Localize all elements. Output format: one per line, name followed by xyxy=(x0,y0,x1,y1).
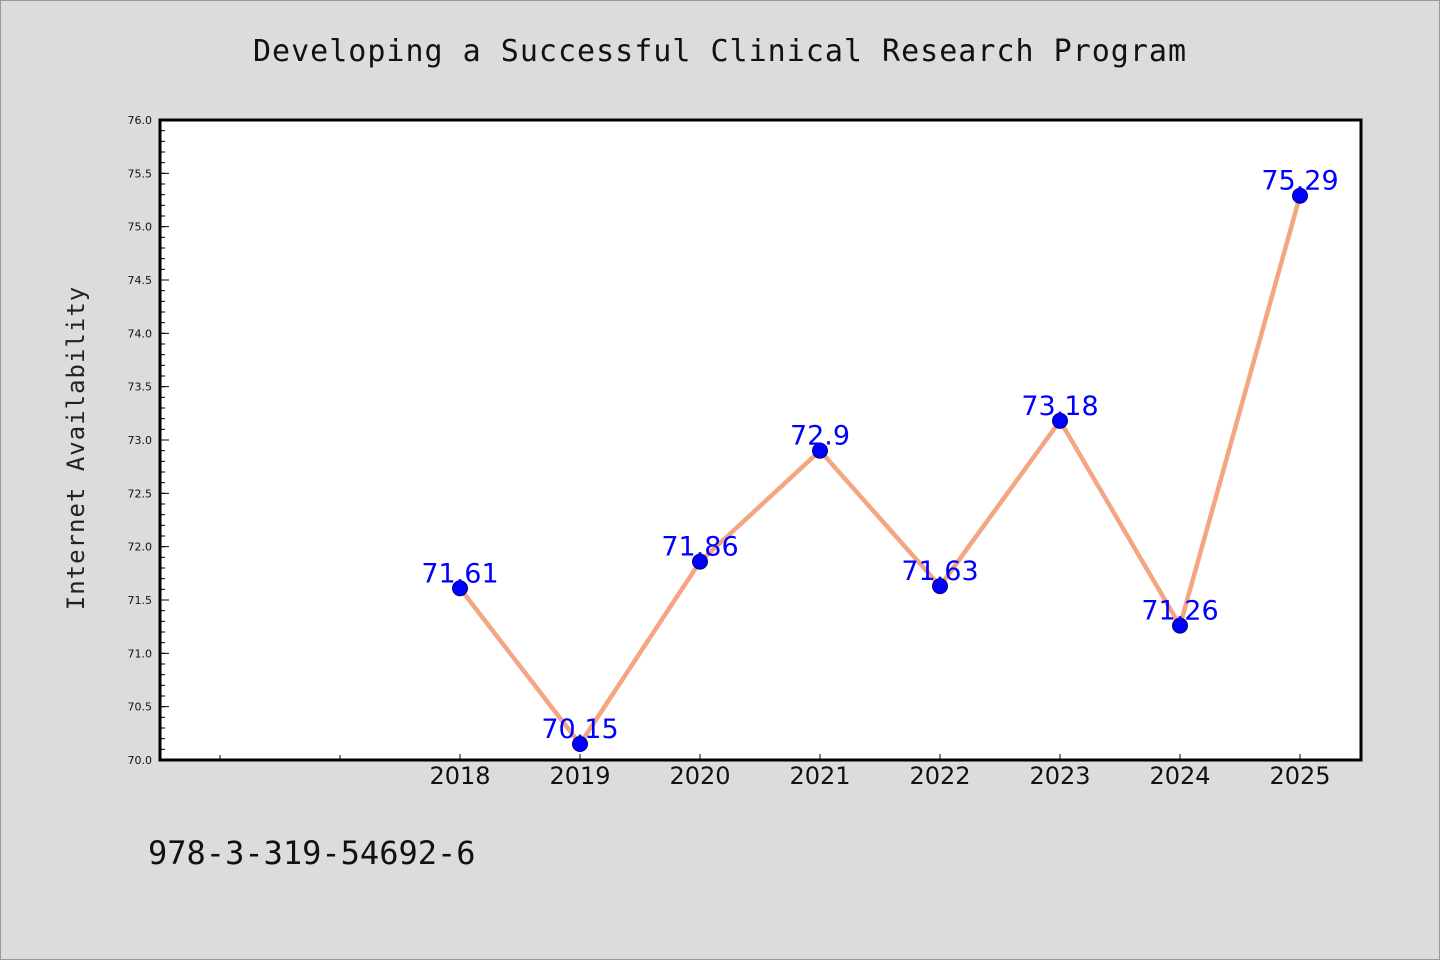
data-value-label: 70.15 xyxy=(541,714,618,745)
isbn-text: 978-3-319-54692-6 xyxy=(148,834,476,872)
plot-area xyxy=(158,118,1363,762)
data-value-label: 71.63 xyxy=(901,556,978,587)
x-tick-label: 2020 xyxy=(669,762,730,790)
y-axis: 70.0 70.5 71.0 71.5 72.0 72.5 73.0 73.5 74.0 74.5… xyxy=(128,114,169,767)
x-tick-label: 2021 xyxy=(789,762,850,790)
y-tick-label: 70.0 xyxy=(128,754,153,767)
y-tick-label: 75.5 xyxy=(128,167,153,180)
y-tick-label: 70.5 xyxy=(128,701,153,714)
data-point-marker xyxy=(452,580,468,597)
data-value-label: 75.29 xyxy=(1261,166,1338,197)
data-point-marker xyxy=(1172,617,1188,634)
data-point-marker xyxy=(932,578,948,595)
y-tick-label: 73.5 xyxy=(128,381,153,394)
data-point-marker xyxy=(1292,187,1308,204)
data-value-label: 71.61 xyxy=(421,558,498,589)
x-tick-label: 2025 xyxy=(1269,762,1330,790)
series-group: 71.61 70.15 71.86 72.9 71.63 73.18 71.26 75.29 xyxy=(421,166,1339,752)
data-point-marker xyxy=(1052,412,1068,429)
data-point-marker xyxy=(692,553,708,570)
data-value-label: 71.26 xyxy=(1141,596,1218,627)
x-tick-label: 2022 xyxy=(909,762,970,790)
data-value-label: 73.18 xyxy=(1021,391,1098,422)
x-tick-label: 2023 xyxy=(1029,762,1090,790)
x-tick-label: 2024 xyxy=(1149,762,1210,790)
y-tick-label: 74.0 xyxy=(128,327,153,340)
data-point-marker xyxy=(812,442,828,459)
data-value-label: 71.86 xyxy=(661,532,738,563)
y-tick-label: 75.0 xyxy=(128,221,153,234)
y-tick-label: 73.0 xyxy=(128,434,153,447)
series-line xyxy=(458,195,1303,747)
data-point-marker xyxy=(572,736,588,752)
y-tick-label: 71.5 xyxy=(128,594,153,607)
y-tick-label: 72.0 xyxy=(128,541,153,554)
x-tick-label: 2019 xyxy=(549,762,610,790)
y-tick-label: 76.0 xyxy=(128,114,153,127)
data-value-label: 72.9 xyxy=(790,421,850,452)
chart-title: Developing a Successful Clinical Researc… xyxy=(252,34,1187,69)
y-tick-label: 71.0 xyxy=(128,647,153,660)
x-tick-label: 2018 xyxy=(429,762,490,790)
y-tick-label: 72.5 xyxy=(128,487,153,500)
x-axis: 2018 2019 2020 2021 2022 2023 2024 2025 xyxy=(219,754,1331,790)
y-tick-label: 74.5 xyxy=(128,274,153,287)
